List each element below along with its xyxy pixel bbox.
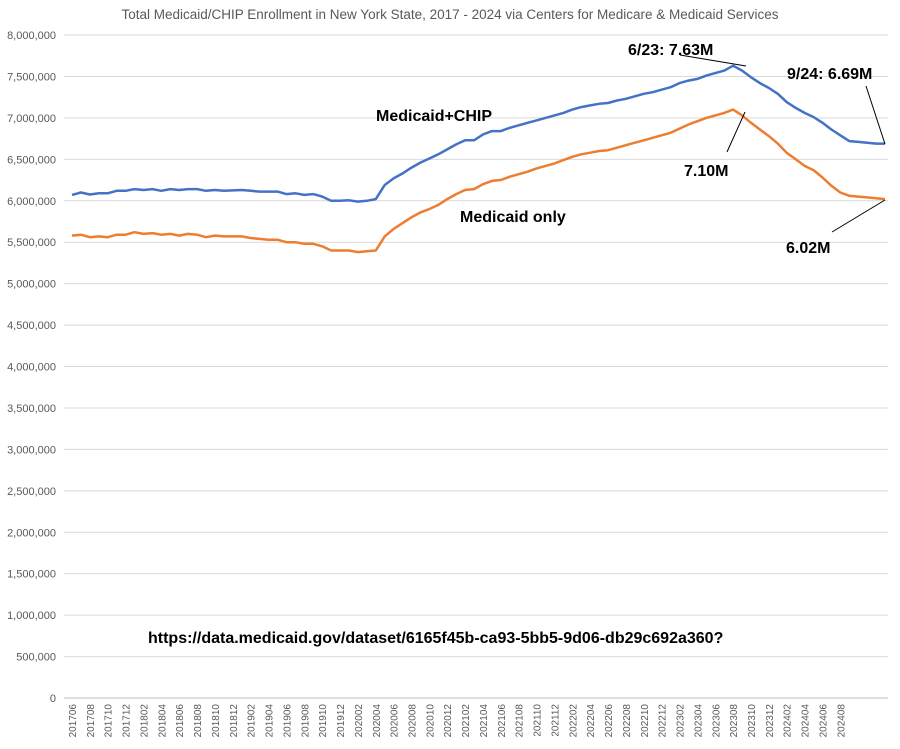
x-tick-label: 202112 bbox=[550, 704, 561, 737]
y-tick-label: 8,000,000 bbox=[7, 30, 56, 42]
x-tick-label: 202012 bbox=[443, 704, 454, 738]
x-tick-label: 201912 bbox=[336, 704, 347, 738]
y-tick-label: 3,000,000 bbox=[7, 444, 56, 456]
y-tick-label: 500,000 bbox=[16, 652, 56, 664]
y-tick-label: 6,500,000 bbox=[7, 154, 56, 166]
y-tick-label: 0 bbox=[50, 693, 56, 705]
y-tick-label: 5,500,000 bbox=[7, 237, 56, 249]
x-tick-label: 202304 bbox=[693, 704, 704, 738]
y-tick-label: 7,500,000 bbox=[7, 71, 56, 83]
x-tick-label: 202004 bbox=[372, 704, 383, 738]
x-tick-label: 201902 bbox=[247, 704, 258, 738]
x-tick-label: 202402 bbox=[783, 704, 794, 738]
x-tick-label: 202010 bbox=[425, 704, 436, 738]
x-tick-label: 202208 bbox=[622, 704, 633, 738]
x-tick-label: 202204 bbox=[586, 704, 597, 738]
y-tick-label: 2,500,000 bbox=[7, 486, 56, 498]
annotation-end-orange: 6.02M bbox=[786, 240, 830, 257]
x-tick-label: 201908 bbox=[300, 704, 311, 738]
annotation-peak-orange: 7.10M bbox=[684, 163, 728, 180]
y-tick-label: 3,500,000 bbox=[7, 403, 56, 415]
x-tick-label: 201710 bbox=[104, 704, 115, 738]
x-tick-label: 202310 bbox=[747, 704, 758, 738]
y-tick-label: 5,000,000 bbox=[7, 279, 56, 291]
y-tick-label: 1,500,000 bbox=[7, 569, 56, 581]
series-line-medicaid-only bbox=[71, 108, 886, 254]
x-axis-ticks: 201706 201708 201710 201712 201802 201804 2018… bbox=[68, 704, 847, 738]
x-tick-label: 201804 bbox=[157, 704, 168, 738]
y-axis-ticks: 0 500,000 1,000,000 1,500,000 2,000,000 2,500… bbox=[7, 30, 56, 705]
y-tick-label: 6,000,000 bbox=[7, 196, 56, 208]
x-tick-label: 201712 bbox=[122, 704, 133, 738]
x-tick-label: 201810 bbox=[211, 704, 222, 738]
x-tick-label: 202210 bbox=[640, 704, 651, 738]
x-tick-label: 201910 bbox=[318, 704, 329, 738]
x-tick-label: 202212 bbox=[658, 704, 669, 738]
gridlines bbox=[64, 34, 888, 699]
x-tick-label: 202404 bbox=[801, 704, 812, 738]
y-tick-label: 7,000,000 bbox=[7, 113, 56, 125]
x-tick-label: 202102 bbox=[461, 704, 472, 738]
series-lines bbox=[71, 64, 886, 254]
x-tick-label: 202002 bbox=[354, 704, 365, 738]
x-tick-label: 202302 bbox=[676, 704, 687, 738]
x-tick-label: 202306 bbox=[711, 704, 722, 738]
x-tick-label: 202104 bbox=[479, 704, 490, 738]
annotation-peak-blue: 6/23: 7.63M bbox=[628, 42, 713, 59]
series-label-medicaid-chip: Medicaid+CHIP bbox=[376, 108, 492, 125]
x-tick-label: 202308 bbox=[729, 704, 740, 738]
series-label-medicaid-only: Medicaid only bbox=[460, 209, 566, 226]
x-tick-label: 202110 bbox=[533, 704, 544, 737]
end-orange-leader bbox=[831, 199, 886, 233]
chart-title: Total Medicaid/CHIP Enrollment in New Yo… bbox=[121, 7, 778, 22]
x-tick-label: 202108 bbox=[515, 704, 526, 738]
x-tick-label: 201806 bbox=[175, 704, 186, 738]
x-tick-label: 201906 bbox=[282, 704, 293, 738]
x-tick-label: 202408 bbox=[836, 704, 847, 738]
x-tick-label: 201706 bbox=[68, 704, 79, 738]
x-tick-label: 201808 bbox=[193, 704, 204, 738]
source-url: https://data.medicaid.gov/dataset/6165f4… bbox=[148, 630, 723, 647]
x-tick-label: 201904 bbox=[265, 704, 276, 738]
annotation-end-blue: 9/24: 6.69M bbox=[787, 66, 872, 83]
x-tick-label: 202202 bbox=[568, 704, 579, 738]
x-tick-label: 201802 bbox=[139, 704, 150, 738]
x-tick-label: 202006 bbox=[390, 704, 401, 738]
x-tick-label: 201708 bbox=[86, 704, 97, 738]
y-tick-label: 4,500,000 bbox=[7, 320, 56, 332]
peak-blue-leader bbox=[679, 54, 747, 67]
x-tick-label: 202312 bbox=[765, 704, 776, 738]
series-line-medicaid-chip bbox=[71, 64, 885, 203]
y-tick-label: 4,000,000 bbox=[7, 362, 56, 374]
x-tick-label: 202106 bbox=[497, 704, 508, 738]
end-blue-leader bbox=[865, 85, 886, 145]
x-tick-label: 202008 bbox=[407, 704, 418, 738]
y-tick-label: 1,000,000 bbox=[7, 610, 56, 622]
peak-orange-leader bbox=[726, 111, 746, 153]
x-tick-label: 201812 bbox=[229, 704, 240, 738]
x-tick-label: 202206 bbox=[604, 704, 615, 738]
y-tick-label: 2,000,000 bbox=[7, 527, 56, 539]
x-tick-label: 202406 bbox=[818, 704, 829, 738]
